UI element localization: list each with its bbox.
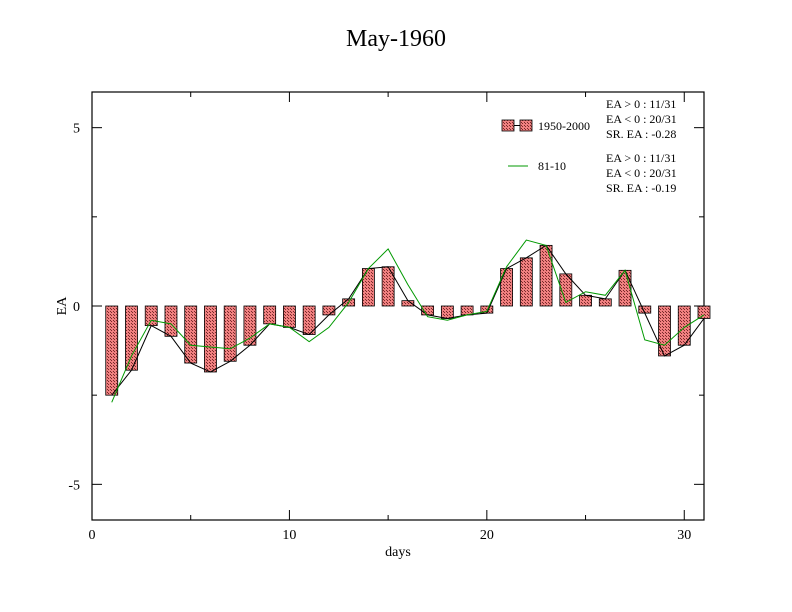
y-axis-label: EA (55, 296, 70, 316)
bar-day-1 (105, 305, 119, 396)
legend-swatch-1950-2000 (501, 119, 515, 132)
stats-81-10-line: SR. EA : -0.19 (606, 181, 676, 195)
legend-label-1950-2000: 1950-2000 (538, 119, 590, 133)
stats-1950-2000-line: SR. EA : -0.28 (606, 127, 676, 141)
y-tick-label: 0 (73, 300, 80, 315)
x-tick-label: 0 (89, 528, 96, 543)
bar-day-5 (184, 305, 198, 364)
bar-day-3 (144, 305, 158, 327)
bar-day-23 (539, 244, 553, 307)
bar-day-6 (204, 305, 217, 373)
y-tick-label: -5 (68, 478, 80, 493)
bar-day-19 (460, 305, 474, 316)
bar-day-25 (579, 294, 592, 307)
bar-day-10 (283, 305, 296, 328)
legend-label-81-10: 81-10 (538, 159, 566, 173)
bar-day-26 (598, 298, 612, 307)
x-tick-label: 10 (282, 528, 296, 543)
bar-day-8 (243, 305, 257, 346)
x-axis-label: days (385, 545, 411, 560)
chart-title: May-1960 (346, 26, 446, 52)
series-line-81-10 (111, 239, 705, 403)
series-line-1950-2000 (111, 244, 705, 396)
stats-1950-2000-line: EA > 0 : 11/31 (606, 97, 676, 111)
y-tick-label: 5 (73, 122, 80, 137)
stats-1950-2000-line: EA < 0 : 20/31 (606, 112, 677, 126)
stats-81-10-line: EA > 0 : 11/31 (606, 151, 676, 165)
x-tick-label: 20 (480, 528, 494, 543)
bar-day-9 (263, 305, 277, 325)
bar-day-7 (223, 305, 237, 362)
bar-day-31 (697, 305, 711, 319)
legend-swatch-1950-2000-b (519, 119, 533, 132)
bar-day-15 (381, 266, 395, 307)
bar-day-4 (164, 305, 178, 337)
stats-81-10-line: EA < 0 : 20/31 (606, 166, 677, 180)
x-tick-label: 30 (677, 528, 691, 543)
bar-day-22 (519, 257, 533, 307)
bar-day-12 (322, 305, 336, 316)
bar-day-29 (658, 305, 671, 357)
bar-day-18 (440, 305, 454, 319)
bar-day-21 (500, 268, 513, 307)
